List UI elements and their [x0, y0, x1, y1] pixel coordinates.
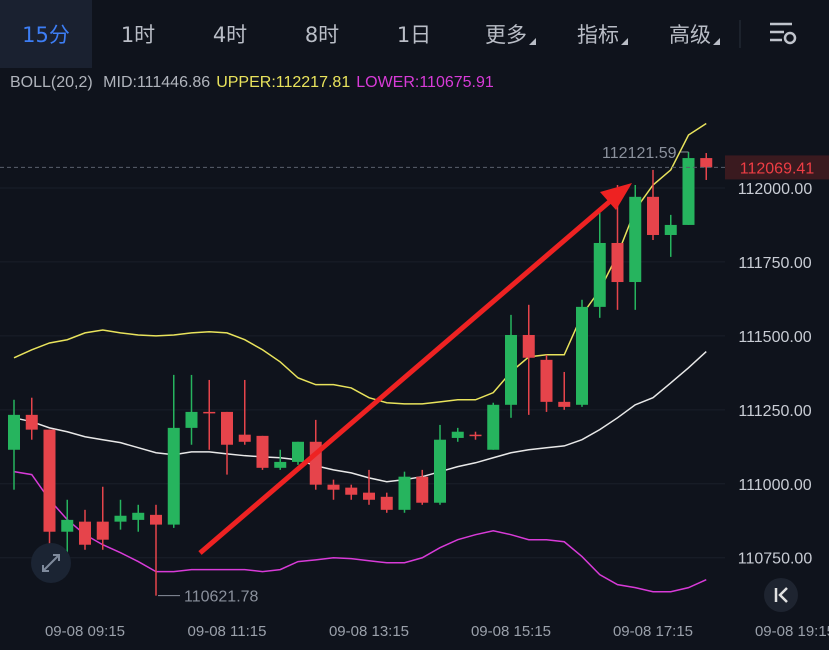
legend-entry: MID:111446.86	[103, 74, 211, 91]
x-tick-label: 09-08 13:15	[329, 623, 409, 640]
candle-body	[345, 487, 358, 495]
candle-body	[79, 521, 91, 545]
candle-body	[629, 196, 642, 283]
candle-body	[558, 401, 571, 407]
candle-body	[327, 484, 340, 490]
candle-body	[25, 414, 38, 430]
trend-arrow	[198, 195, 617, 555]
low-label: 110621.78	[184, 589, 259, 606]
candle-body	[487, 404, 500, 450]
high-label: 112121.59	[602, 145, 677, 162]
y-tick-label: 111750.00	[738, 255, 811, 272]
boll-line	[13, 470, 707, 593]
candle-body	[8, 414, 20, 450]
x-tick-label: 09-08 11:15	[188, 623, 267, 640]
candle-body	[593, 242, 606, 307]
candle-body	[221, 411, 233, 445]
candle-body	[416, 476, 429, 503]
boll-line	[13, 122, 707, 405]
y-tick-label: 111250.00	[738, 403, 811, 420]
candle-body	[114, 515, 127, 522]
arrow-head	[600, 183, 632, 210]
candle-body	[647, 196, 659, 235]
candle-body	[469, 434, 482, 437]
candle-body	[682, 158, 695, 225]
candle-body	[434, 439, 446, 503]
legend-entry: UPPER:112217.81	[216, 74, 351, 91]
candle-body	[505, 334, 517, 405]
candle-body	[203, 411, 216, 414]
candle-body	[540, 359, 553, 402]
interval-tab[interactable]: 高级	[644, 0, 736, 68]
candle-body	[700, 158, 713, 168]
boll-line	[13, 351, 707, 483]
interval-tab[interactable]: 4时	[212, 23, 248, 47]
y-tick-label: 111500.00	[738, 329, 811, 346]
interval-tab[interactable]: 1时	[120, 23, 156, 47]
candle-body	[185, 411, 198, 428]
interval-tab[interactable]: 更多	[460, 0, 552, 68]
x-tick-label: 09-08 19:15	[755, 623, 829, 640]
legend-entry: LOWER:110675.91	[356, 74, 494, 91]
candle-body	[451, 431, 464, 438]
candle-body	[576, 306, 588, 405]
candle-body	[611, 242, 624, 283]
interval-tabs: 15分 1时 4时 8时 1日 更多 指标 高级	[0, 0, 740, 68]
interval-tab[interactable]: 8时	[304, 23, 340, 47]
candle-body	[167, 427, 180, 525]
candle-body	[398, 476, 411, 510]
interval-tab[interactable]: 1日	[396, 23, 432, 47]
y-tick-label: 112000.00	[738, 181, 813, 198]
candle-body	[274, 461, 287, 468]
x-tick-label: 09-08 09:15	[45, 623, 125, 640]
candle-body	[292, 441, 304, 462]
y-tick-label: 110750.00	[738, 551, 813, 568]
plot: 110750.00 111000.00 111250.00 111500.00 1117…	[0, 122, 829, 640]
candle-body	[238, 434, 251, 442]
indicator-name: BOLL(20,2)	[10, 74, 93, 91]
candle-body	[380, 496, 393, 510]
x-tick-label: 09-08 17:15	[613, 623, 693, 640]
last-price-tag	[725, 155, 829, 180]
candle-body	[61, 519, 74, 532]
y-tick-label: 111000.00	[738, 477, 811, 494]
back-to-latest-button[interactable]	[764, 578, 798, 612]
candle-body	[150, 514, 162, 525]
indicator-legend: BOLL(20,2) MID:111446.86 UPPER:112217.81 L…	[10, 74, 500, 92]
candle-body	[43, 429, 56, 532]
interval-tab[interactable]: 指标	[552, 0, 644, 68]
expand-button[interactable]	[31, 543, 71, 583]
candle-body	[132, 512, 145, 520]
candle-body	[664, 224, 677, 235]
candle-body	[363, 492, 375, 500]
candle-body	[96, 521, 109, 540]
interval-tab[interactable]: 15分	[0, 0, 92, 68]
candle-body	[522, 334, 535, 358]
x-tick-label: 09-08 15:15	[471, 623, 551, 640]
settings-icon[interactable]	[770, 22, 797, 45]
candle-body	[256, 435, 269, 468]
last-price-label: 112069.41	[740, 160, 815, 177]
